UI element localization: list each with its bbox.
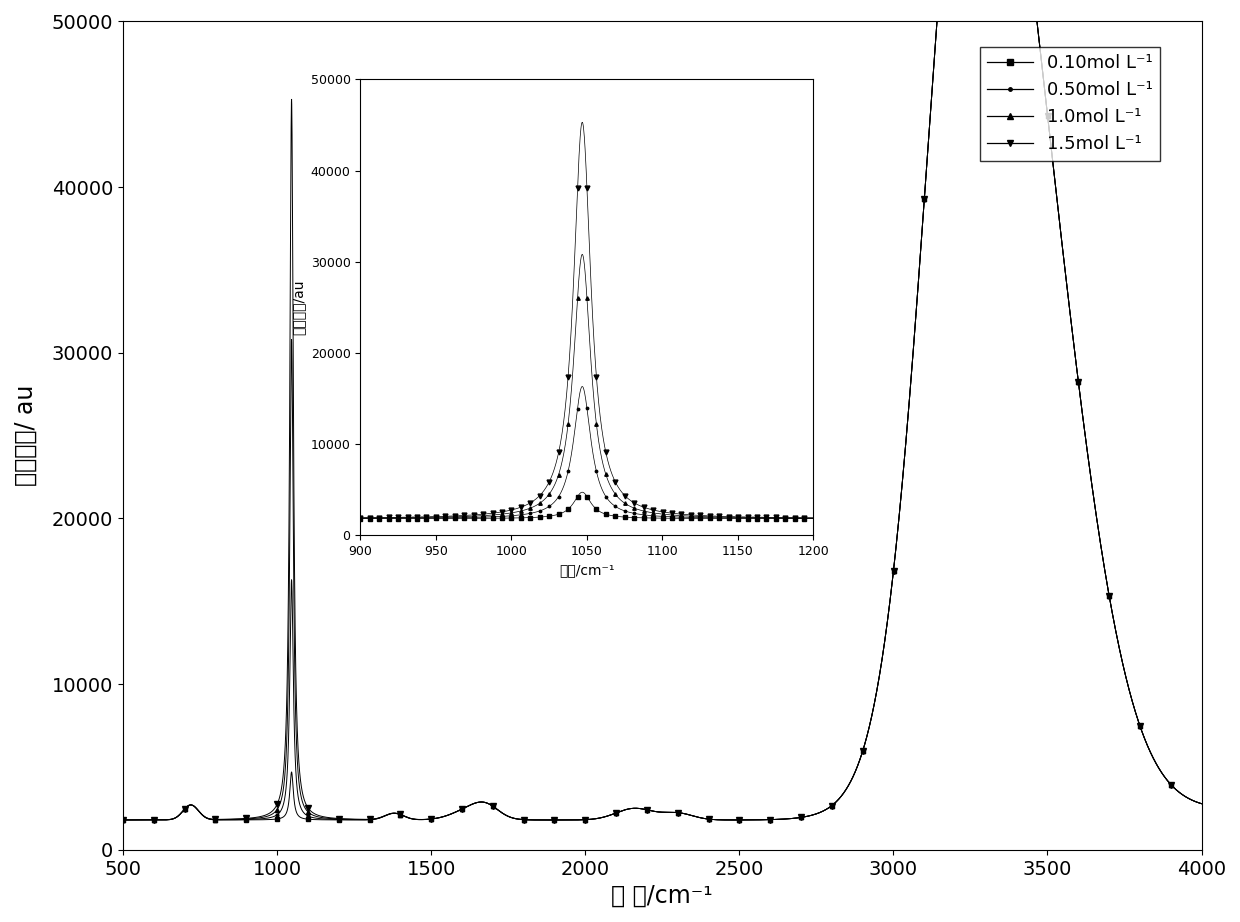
Legend: 0.10mol L⁻¹, 0.50mol L⁻¹, 1.0mol L⁻¹, 1.5mol L⁻¹: 0.10mol L⁻¹, 0.50mol L⁻¹, 1.0mol L⁻¹, 1.…: [981, 47, 1161, 160]
Y-axis label: 拉曼强度/ au: 拉曼强度/ au: [14, 384, 38, 486]
X-axis label: 波 数/cm⁻¹: 波 数/cm⁻¹: [611, 884, 713, 908]
